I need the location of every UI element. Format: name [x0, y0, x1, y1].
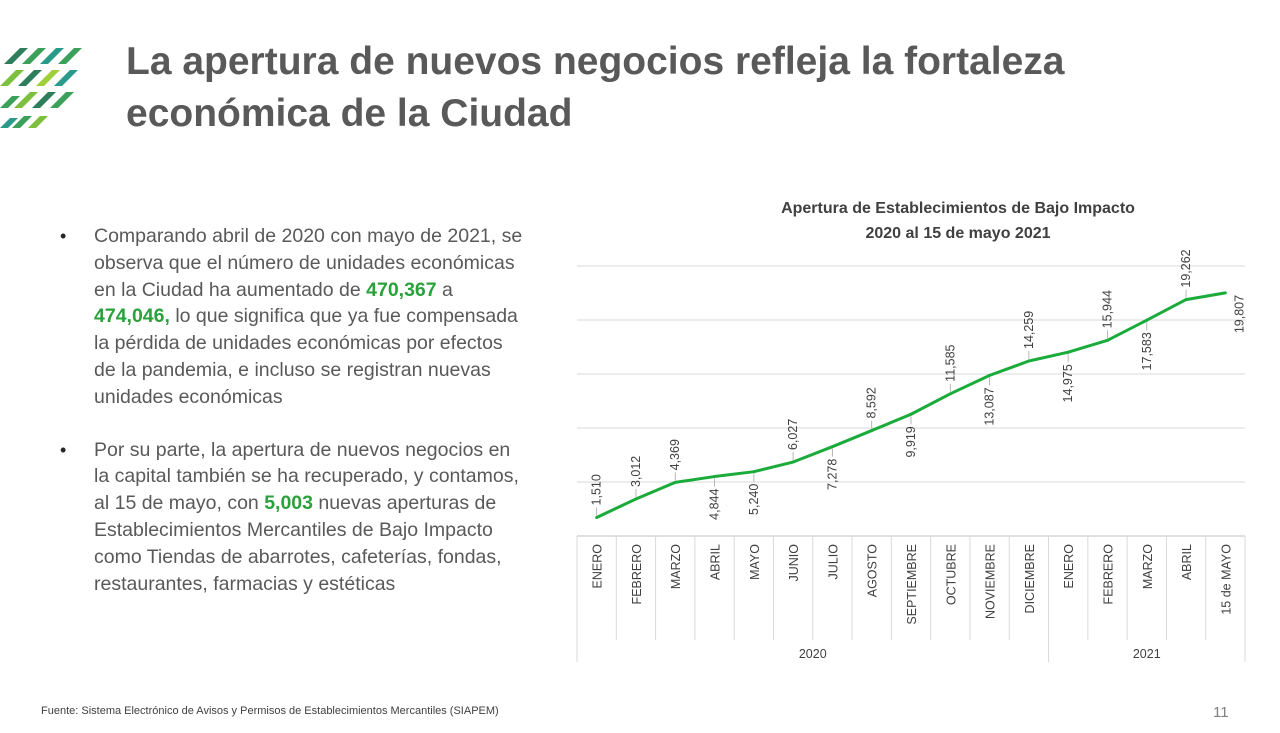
x-tick-label: NOVIEMBRE [984, 544, 998, 619]
data-label: 14,259 [1022, 311, 1036, 349]
x-tick-label: MARZO [669, 544, 683, 589]
x-group-label: 2021 [1133, 647, 1161, 661]
bullet-text: Por su parte, la apertura de nuevos nego… [94, 438, 519, 515]
x-tick-label: OCTUBRE [944, 544, 958, 605]
bullet-text: a [436, 278, 453, 301]
x-tick-label: MARZO [1141, 544, 1155, 589]
data-label: 14,975 [1061, 364, 1075, 402]
data-label: 3,012 [629, 456, 643, 487]
x-tick-label: AGOSTO [866, 544, 880, 598]
chart-title: Apertura de Establecimientos de Bajo Imp… [700, 196, 1216, 246]
x-tick-label: ENERO [591, 544, 605, 589]
x-tick-label: DICIEMBRE [1023, 544, 1037, 613]
data-point [870, 429, 874, 433]
data-label: 9,919 [904, 426, 918, 457]
data-point [1066, 350, 1070, 354]
page-title: La apertura de nuevos negocios refleja l… [126, 40, 1065, 135]
page-number: 11 [1213, 704, 1229, 721]
data-point [1223, 291, 1227, 295]
data-point [1184, 298, 1188, 302]
x-group-label: 2020 [799, 647, 827, 661]
data-point [713, 475, 717, 479]
data-label: 15,944 [1100, 290, 1114, 328]
data-label: 5,240 [747, 484, 761, 515]
highlight-value: 5,003 [264, 492, 313, 515]
highlight-value: 470,367 [366, 278, 437, 301]
data-point [830, 445, 834, 449]
data-point [988, 373, 992, 377]
x-tick-label: SEPTIEMBRE [905, 544, 919, 625]
x-tick-label: JULIO [826, 544, 840, 580]
chart-title-line-2: 2020 al 15 de mayo 2021 [865, 225, 1051, 242]
x-tick-label: ENERO [1062, 544, 1076, 589]
data-label: 1,510 [590, 474, 604, 505]
source-note: Fuente: Sistema Electrónico de Avisos y … [41, 705, 499, 717]
bullet-icon: • [60, 439, 67, 460]
logo-stripes-icon [0, 48, 82, 128]
x-tick-label: JUNIO [787, 544, 801, 582]
bullet-item-units: • Comparando abril de 2020 con mayo de 2… [58, 223, 528, 411]
data-label: 17,583 [1140, 332, 1154, 370]
chart-title-line-1: Apertura de Establecimientos de Bajo Imp… [781, 200, 1135, 217]
data-label: 11,585 [943, 344, 957, 381]
data-point [1145, 318, 1149, 322]
data-point [673, 480, 677, 484]
data-point [909, 412, 913, 416]
data-point [948, 392, 952, 396]
data-label: 6,027 [786, 419, 800, 450]
data-label: 19,262 [1179, 249, 1193, 287]
bullet-item-openings: • Por su parte, la apertura de nuevos ne… [58, 437, 528, 598]
data-point [791, 460, 795, 464]
x-tick-label: FEBRERO [630, 544, 644, 605]
data-label: 19,807 [1232, 295, 1246, 333]
x-tick-label: FEBRERO [1101, 544, 1115, 605]
bullet-text: lo que significa que ya fue compensada l… [94, 305, 518, 408]
data-point [1105, 338, 1109, 342]
brand-logo [0, 48, 82, 128]
data-label: 8,592 [865, 387, 879, 418]
bullet-icon: • [60, 226, 67, 246]
x-tick-label: ABRIL [1180, 544, 1194, 580]
x-tick-label: 15 de MAYO [1219, 544, 1233, 615]
data-point [634, 497, 638, 501]
data-label: 13,087 [983, 387, 997, 425]
series-line [596, 291, 1226, 519]
data-point [595, 515, 599, 519]
bullet-list: • Comparando abril de 2020 con mayo de 2… [58, 223, 528, 597]
data-point [752, 470, 756, 474]
data-point [1027, 359, 1031, 363]
bullet-text: nuevas aperturas de Establecimientos Mer… [94, 492, 502, 595]
data-label: 4,369 [668, 439, 682, 470]
highlight-value: 474,046, [94, 305, 170, 328]
bullet-text: Comparando abril de 2020 con mayo de 202… [94, 225, 523, 301]
data-label: 7,278 [825, 459, 839, 490]
x-tick-label: ABRIL [709, 544, 723, 580]
data-label: 4,844 [708, 489, 722, 520]
x-tick-label: MAYO [748, 544, 762, 580]
